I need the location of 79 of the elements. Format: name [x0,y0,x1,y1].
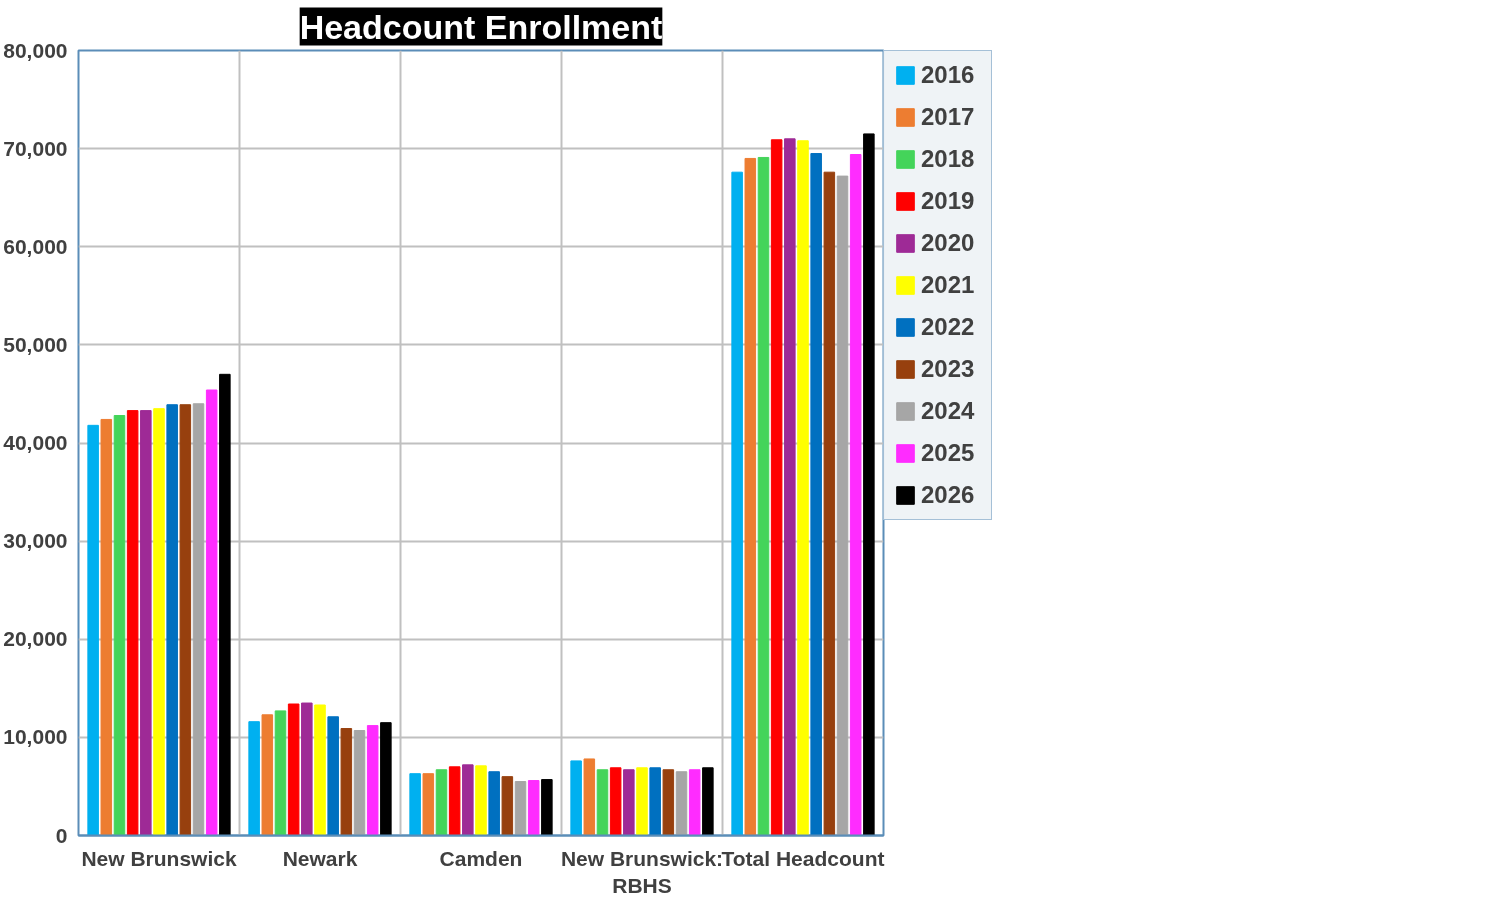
bar [596,769,609,836]
bar [623,769,635,836]
legend-label: 2023 [921,355,976,383]
bar [87,424,99,836]
legend-label: 2019 [921,187,976,215]
bar [166,404,178,836]
bar [219,373,231,836]
bar [849,154,862,836]
bar [153,408,165,836]
bar [702,767,714,836]
bar [435,769,448,836]
bar [757,156,770,836]
bar [823,171,836,836]
legend-label: 2024 [921,397,976,425]
legend-label: 2018 [921,145,976,173]
bar [501,776,514,836]
bar [731,171,743,836]
bar [274,710,287,836]
legend-label: 2025 [921,439,976,467]
bar [380,722,392,836]
bar [636,767,648,836]
bar [649,767,661,836]
bar [570,760,582,836]
bar [583,758,596,836]
y-tick-label: 10,000 [3,725,68,749]
bar [261,714,274,836]
x-tick-label: Camden [439,846,523,870]
bar [527,780,540,836]
bar [475,765,487,836]
bar [287,703,300,836]
legend-label: 2016 [921,61,976,89]
legend-label: 2026 [921,481,976,509]
bar [248,721,260,836]
bar [126,410,139,836]
y-tick-label: 0 [55,823,68,847]
bar [448,766,461,836]
x-tick-label: Newark [282,846,358,870]
bar [113,415,126,836]
bar [192,403,205,836]
bar [797,140,809,836]
y-tick-label: 20,000 [3,627,68,651]
bar [353,730,366,836]
bar [541,779,553,836]
legend-label: 2022 [921,313,976,341]
bar [836,175,849,836]
bar [301,702,313,836]
bar [770,139,783,836]
legend-label: 2021 [921,271,976,299]
bar [609,767,622,836]
bar [514,781,527,836]
bar [675,771,688,836]
bar [205,389,218,836]
legend-label: 2017 [921,103,976,131]
bar [314,704,326,836]
y-tick-label: 30,000 [3,529,68,553]
bar [462,764,474,836]
bar [340,728,353,836]
bar [744,157,757,836]
bar [422,773,435,836]
bar [179,404,192,836]
bar [140,410,152,836]
bar [100,418,113,836]
bar [662,769,675,836]
chart-title: Headcount Enrollment [299,7,663,46]
y-tick-label: 60,000 [3,234,68,258]
bar [327,716,339,836]
bar [366,725,379,836]
legend-label: 2020 [921,229,976,257]
y-tick-label: 70,000 [3,136,68,160]
bar [784,138,796,836]
y-tick-label: 50,000 [3,332,68,356]
bar [863,133,875,836]
bar [488,771,500,836]
bar [409,773,421,836]
bar [810,153,822,836]
y-tick-label: 80,000 [3,38,68,62]
x-tick-label: New Brunswick [81,846,237,870]
y-tick-label: 40,000 [3,431,68,454]
bar [688,769,701,836]
